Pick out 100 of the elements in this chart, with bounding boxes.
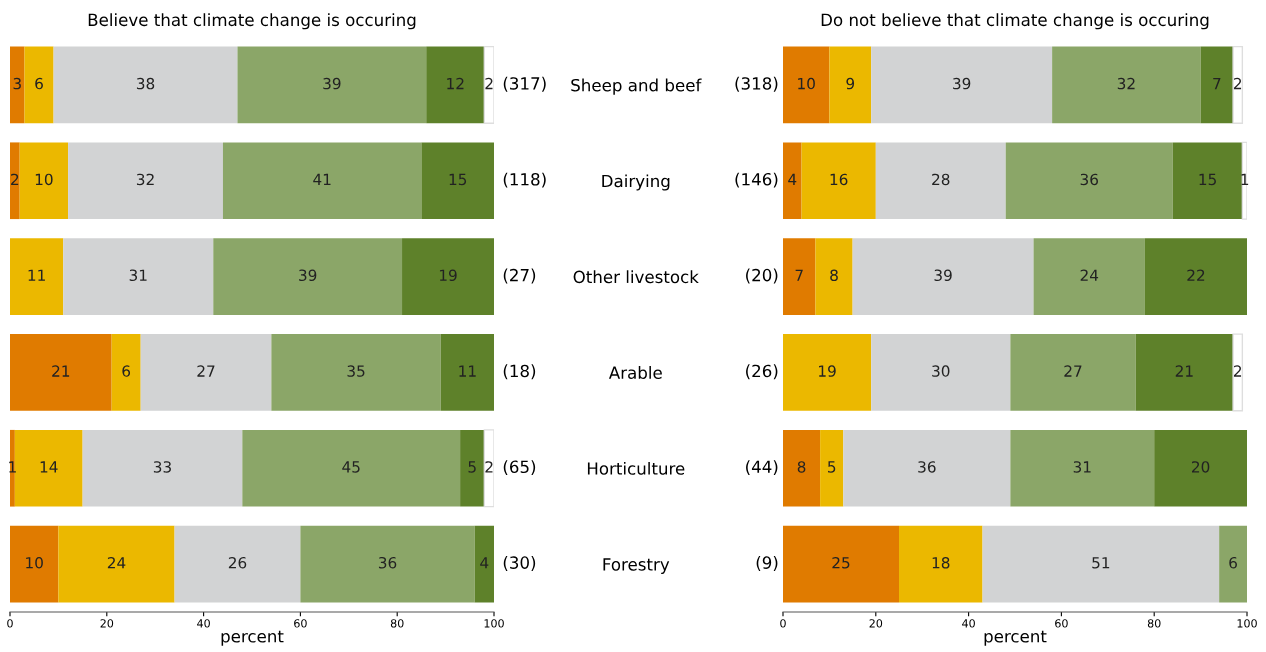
data-label: 7 <box>1213 77 1221 90</box>
text: (18) <box>503 364 536 380</box>
bar <box>19 142 69 220</box>
text: (146) <box>735 172 778 188</box>
data-label: 24 <box>107 556 126 569</box>
bar <box>1010 429 1155 507</box>
x-tick-label: 20 <box>100 619 114 628</box>
x-tick-label: 80 <box>390 619 404 628</box>
data-label: 45 <box>342 461 360 473</box>
x-tick-label: 0 <box>7 619 13 628</box>
data-label: 33 <box>153 461 171 473</box>
data-label: 15 <box>449 173 467 186</box>
bar <box>53 46 238 124</box>
bar <box>222 142 422 220</box>
data-label: 6 <box>1229 556 1237 569</box>
bar <box>783 334 872 411</box>
data-label: 36 <box>1080 173 1098 186</box>
data-label: 12 <box>447 77 464 90</box>
data-label: 32 <box>136 173 154 186</box>
y-tick-label: Other livestock <box>573 270 699 284</box>
bar <box>1005 142 1173 220</box>
data-label: 41 <box>313 173 331 185</box>
data-label: 28 <box>932 173 950 186</box>
data-label: 20 <box>1192 461 1210 473</box>
bar <box>1033 238 1145 315</box>
y-tick-label: Sheep and beef <box>571 78 702 95</box>
data-label: 3 <box>13 77 21 90</box>
bar <box>875 142 1006 220</box>
data-label: 36 <box>378 556 397 569</box>
bar <box>213 238 403 315</box>
bar <box>871 46 1053 124</box>
text: (27) <box>503 268 536 284</box>
data-label: 51 <box>1092 557 1110 569</box>
data-label: 19 <box>439 269 457 282</box>
text: (317) <box>503 76 546 92</box>
bar <box>14 429 83 507</box>
data-label: 38 <box>136 77 155 90</box>
data-label: 2 <box>485 461 493 473</box>
text: (318) <box>735 76 778 92</box>
bar <box>1010 334 1136 411</box>
bar <box>783 142 802 220</box>
x-tick-label: 100 <box>484 619 504 628</box>
bar <box>1232 45 1244 124</box>
data-label: 30 <box>932 365 950 377</box>
data-label: 6 <box>35 77 43 90</box>
x-tick-label: 40 <box>197 619 210 628</box>
data-label: 4 <box>788 173 797 185</box>
x-tick-label: 80 <box>1147 619 1161 628</box>
bar <box>815 238 853 315</box>
bar <box>899 525 983 603</box>
x-tick-label: 0 <box>780 619 786 628</box>
data-label: 36 <box>918 461 936 473</box>
data-label: 14 <box>40 461 58 473</box>
bar <box>421 142 494 220</box>
bar <box>1154 429 1247 507</box>
data-label: 11 <box>459 365 476 377</box>
bar <box>801 142 876 220</box>
y-tick-label: Horticulture <box>587 461 685 475</box>
bar <box>402 238 494 315</box>
bar <box>10 142 20 220</box>
y-tick-label: Dairying <box>602 174 670 191</box>
chart-title: Believe that climate change is occuring <box>88 13 416 30</box>
bar <box>82 429 243 507</box>
bar <box>843 429 1011 507</box>
text: (26) <box>746 364 778 380</box>
data-label: 19 <box>819 365 836 377</box>
bar <box>300 525 475 603</box>
bar <box>111 334 141 411</box>
data-label: 9 <box>846 77 855 90</box>
bar <box>483 429 494 508</box>
x-axis-title: percent <box>221 630 284 646</box>
data-label: 11 <box>28 269 45 281</box>
bar <box>1135 334 1234 411</box>
data-label: 26 <box>228 556 247 569</box>
text: (118) <box>503 172 546 188</box>
bar <box>982 525 1220 603</box>
bar <box>783 238 816 315</box>
bar <box>1052 46 1201 124</box>
text: (44) <box>746 460 778 476</box>
bar <box>68 142 223 220</box>
bar <box>271 334 441 411</box>
data-label: 5 <box>828 461 836 473</box>
data-label: 24 <box>1080 269 1099 281</box>
data-label: 2 <box>485 77 493 90</box>
data-label: 15 <box>1199 173 1216 186</box>
data-label: 27 <box>1064 365 1082 377</box>
y-tick-label: Forestry <box>603 558 670 574</box>
bar <box>1172 142 1243 220</box>
text: (65) <box>503 460 536 476</box>
bar <box>58 525 175 603</box>
bar <box>852 238 1034 315</box>
bar <box>460 429 485 507</box>
data-label: 39 <box>934 269 952 282</box>
data-label: 10 <box>35 173 53 186</box>
data-label: 39 <box>953 77 971 90</box>
bar <box>783 525 899 603</box>
data-label: 6 <box>122 365 131 377</box>
bar <box>140 334 272 411</box>
data-label: 39 <box>323 77 341 90</box>
bar <box>1144 238 1247 315</box>
